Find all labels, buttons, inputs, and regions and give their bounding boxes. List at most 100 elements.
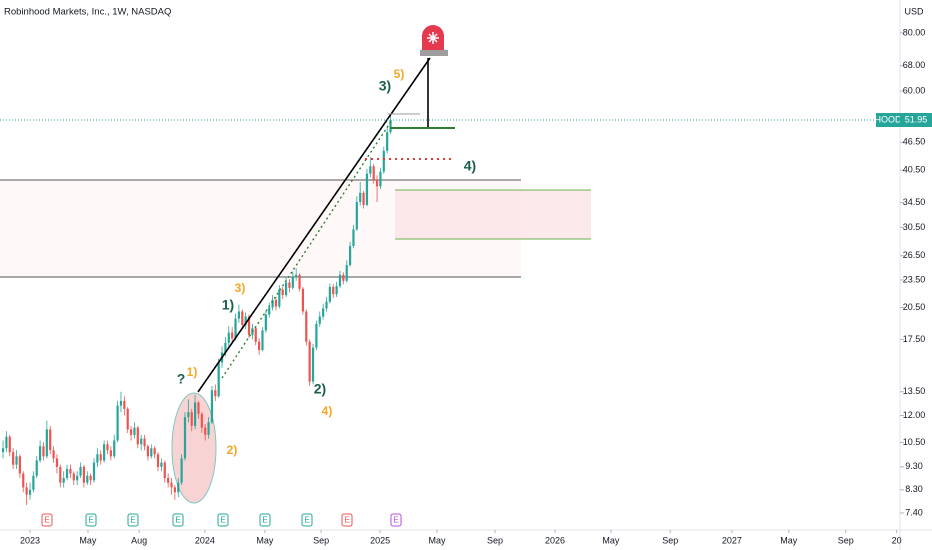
candle-body: [62, 478, 65, 483]
y-tick-label: 68.00: [903, 60, 926, 70]
candle-body: [335, 286, 338, 295]
candle-body: [318, 316, 321, 324]
candle-body: [301, 288, 305, 312]
event-label: E: [44, 516, 49, 525]
candle-body: [217, 362, 220, 397]
wave-label: 4): [322, 404, 333, 418]
dotted-trend: [221, 119, 393, 379]
x-tick-label: 2025: [370, 535, 390, 545]
wave-label: 1): [187, 365, 198, 379]
candle-body: [49, 429, 52, 451]
x-tick-label: 2027: [722, 535, 742, 545]
candle-body: [278, 289, 281, 307]
candle-body: [338, 274, 342, 287]
candle-body: [156, 454, 160, 467]
event-marker: [259, 513, 271, 527]
candle-body: [133, 427, 136, 435]
event-marker: [172, 513, 184, 527]
y-tick-label: 8.30: [905, 484, 923, 494]
event-label: E: [130, 516, 135, 525]
y-tick-label: 12.00: [903, 410, 926, 420]
candle-body: [113, 440, 116, 457]
candle-body: [1, 448, 5, 453]
candle-body: [231, 332, 234, 339]
candle-body: [342, 274, 345, 281]
candle-body: [72, 473, 75, 481]
candle-body: [143, 438, 146, 447]
candle-body: [153, 448, 156, 455]
candle-body: [210, 390, 214, 423]
candle-body: [52, 450, 55, 459]
y-tick-label: 20.50: [903, 302, 926, 312]
candle-body: [12, 452, 15, 465]
wave-label: ?: [177, 371, 186, 387]
y-tick-label: 13.50: [903, 386, 926, 396]
y-tick-label: 10.50: [903, 437, 926, 447]
candle-body: [140, 438, 143, 445]
wave-label: 4): [464, 158, 476, 174]
event-marker: [85, 513, 97, 527]
candle-body: [352, 229, 355, 247]
y-tick-label: 17.50: [903, 334, 926, 344]
candle-body: [99, 454, 102, 461]
candle-body: [32, 475, 35, 490]
candle-body: [160, 462, 163, 467]
candle-body: [35, 460, 38, 476]
candle-body: [264, 314, 267, 331]
candle-body: [136, 427, 139, 445]
candle-body: [126, 408, 129, 430]
candle-body: [200, 413, 203, 428]
candle-body: [190, 412, 193, 426]
candle-body: [332, 286, 335, 295]
x-tick-label: May: [780, 535, 798, 545]
candle-body: [322, 308, 325, 317]
currency-label: USD: [904, 6, 924, 16]
x-tick-label: Sep: [662, 535, 678, 545]
candle-body: [109, 450, 112, 457]
siren-icon: [420, 25, 448, 56]
wave-label: 3): [235, 281, 246, 295]
candle-body: [15, 456, 18, 465]
x-tick-label: Sep: [313, 535, 329, 545]
candle-body: [281, 289, 284, 296]
candle-body: [89, 475, 92, 481]
candle-body: [268, 307, 271, 315]
candle-body: [298, 274, 301, 289]
event-label: E: [220, 516, 225, 525]
event-label: E: [175, 516, 180, 525]
event-marker: [390, 513, 402, 527]
candle-body: [173, 487, 176, 493]
chart-title: Robinhood Markets, Inc., 1W, NASDAQ: [4, 7, 171, 18]
event-label: E: [262, 516, 267, 525]
candle-body: [295, 274, 298, 278]
y-tick-label: 80.00: [903, 27, 926, 37]
event-label: E: [88, 516, 93, 525]
candle-body: [359, 192, 362, 202]
candle-body: [38, 446, 42, 461]
candle-body: [386, 132, 389, 151]
candle-body: [92, 462, 96, 481]
candle-body: [180, 458, 183, 483]
candle-body: [76, 475, 79, 481]
x-tick-label: 20: [892, 535, 902, 545]
candle-body: [5, 436, 8, 449]
y-tick-label: 26.50: [903, 250, 926, 260]
candle-body: [204, 427, 207, 435]
candle-body: [261, 330, 264, 351]
candle-body: [311, 347, 315, 382]
wave-label: 5): [394, 67, 405, 81]
candle-body: [247, 316, 251, 335]
candle-body: [224, 342, 227, 353]
candle-body: [8, 436, 11, 453]
candle-body: [55, 458, 59, 467]
candle-body: [345, 265, 348, 281]
candle-body: [82, 466, 86, 483]
x-tick-label: Sep: [838, 535, 854, 545]
candle-body: [362, 192, 365, 205]
plot-area: [0, 115, 591, 505]
drawings: [197, 25, 455, 393]
candle-body: [116, 405, 119, 441]
candle-body: [170, 482, 173, 488]
candle-body: [372, 166, 375, 180]
